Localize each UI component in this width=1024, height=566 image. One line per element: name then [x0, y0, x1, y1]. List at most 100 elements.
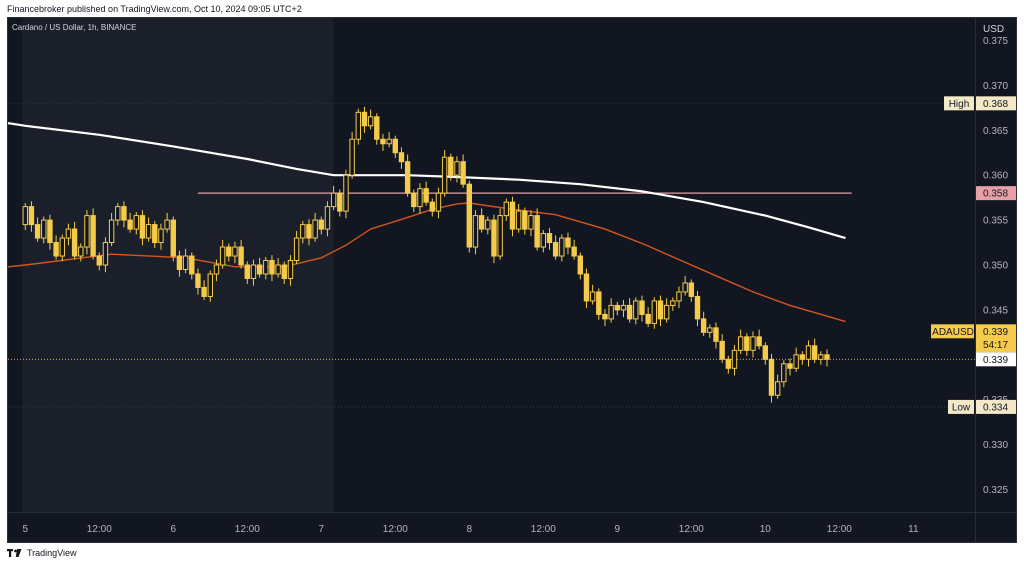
- candle-body: [781, 363, 787, 383]
- candle-body: [577, 255, 584, 275]
- high-price: 0.368: [976, 96, 1016, 111]
- candle-body: [96, 255, 102, 266]
- candle-body: [571, 246, 577, 257]
- candle: [78, 243, 84, 262]
- candle-body: [47, 219, 53, 244]
- candle-body: [34, 224, 41, 239]
- candle: [460, 154, 466, 188]
- candle: [577, 252, 584, 280]
- candle: [639, 295, 645, 322]
- candle-body: [756, 336, 762, 347]
- candle-body: [115, 206, 121, 221]
- x-tick-label: 12:00: [827, 524, 852, 535]
- candle: [645, 307, 651, 327]
- last-price-box: [976, 352, 1016, 367]
- high-price-value: 0.368: [983, 99, 1008, 110]
- candle: [682, 275, 688, 296]
- candle: [47, 214, 53, 250]
- candle: [139, 210, 146, 246]
- candle: [293, 230, 300, 265]
- candle-body: [219, 246, 226, 266]
- resistance-price-value: 0.358: [983, 189, 1008, 200]
- candle: [737, 329, 744, 354]
- currency-label: USD: [983, 24, 1004, 35]
- y-tick-label: 0.350: [983, 261, 1008, 272]
- candle-body: [330, 192, 337, 208]
- chart-area[interactable]: USD 0.375 0.370 0.365 0.360 0.355 0.350 0.345 0.…: [7, 17, 1017, 543]
- candle-body: [774, 381, 781, 396]
- symbol-price-value: 0.339: [983, 327, 1008, 338]
- candle: [374, 113, 380, 145]
- candle-body: [398, 152, 405, 163]
- candle-body: [750, 336, 756, 351]
- candle: [540, 229, 547, 253]
- candle: [312, 212, 318, 242]
- candle-body: [53, 242, 59, 257]
- candle: [219, 239, 226, 269]
- candle-body: [423, 188, 429, 203]
- footer-brand: TradingView: [27, 548, 77, 558]
- candle: [707, 324, 713, 338]
- candle: [670, 297, 676, 311]
- candle-body: [404, 161, 411, 194]
- candle: [133, 212, 139, 235]
- candle: [651, 297, 658, 329]
- y-tick-label: 0.375: [983, 36, 1008, 47]
- last-price-value: 0.339: [983, 355, 1008, 366]
- candle: [762, 342, 769, 365]
- candle-body: [417, 188, 423, 208]
- candle-body: [207, 273, 213, 297]
- candle: [565, 232, 571, 255]
- candle-body: [287, 260, 294, 279]
- candle-body: [534, 215, 540, 248]
- candle-body: [460, 161, 466, 185]
- candle-body: [90, 215, 96, 257]
- candle-body: [65, 228, 72, 239]
- candle-body: [614, 304, 621, 311]
- candles: [22, 106, 830, 403]
- candle: [608, 298, 614, 323]
- y-tick-label: 0.345: [983, 305, 1008, 316]
- candle: [805, 340, 812, 367]
- candle: [226, 243, 232, 262]
- candle: [454, 156, 460, 183]
- candle: [589, 284, 596, 305]
- candle: [417, 183, 423, 214]
- candle-body: [152, 224, 158, 244]
- candle: [84, 210, 90, 255]
- candle: [145, 217, 152, 242]
- candle-body: [645, 313, 651, 324]
- y-tick-label: 0.360: [983, 171, 1008, 182]
- candle-body: [540, 233, 547, 248]
- x-tick-label: 8: [467, 524, 473, 535]
- candle: [725, 355, 732, 374]
- candle: [799, 351, 806, 365]
- candle: [583, 268, 590, 309]
- candle-body: [281, 264, 287, 279]
- candle-body: [799, 354, 806, 360]
- x-tick-label: 12:00: [531, 524, 556, 535]
- candle-body: [608, 304, 614, 320]
- candle-body: [306, 224, 312, 239]
- candle-body: [725, 358, 732, 369]
- candle-body: [793, 354, 799, 369]
- candle-body: [84, 215, 90, 248]
- candle: [90, 208, 96, 260]
- candle: [559, 234, 565, 262]
- candle: [503, 198, 510, 221]
- candle: [824, 349, 830, 367]
- candle: [96, 252, 102, 271]
- candle: [182, 248, 189, 274]
- candle-body: [263, 260, 269, 275]
- candle-body: [22, 206, 28, 226]
- candle-body: [639, 300, 645, 315]
- candle: [275, 257, 281, 278]
- candle-body: [626, 304, 633, 320]
- candle-body: [589, 291, 596, 302]
- candle: [330, 185, 337, 211]
- candle: [41, 216, 47, 244]
- candle: [497, 208, 503, 260]
- candle-body: [201, 286, 207, 297]
- candle-body: [238, 246, 244, 266]
